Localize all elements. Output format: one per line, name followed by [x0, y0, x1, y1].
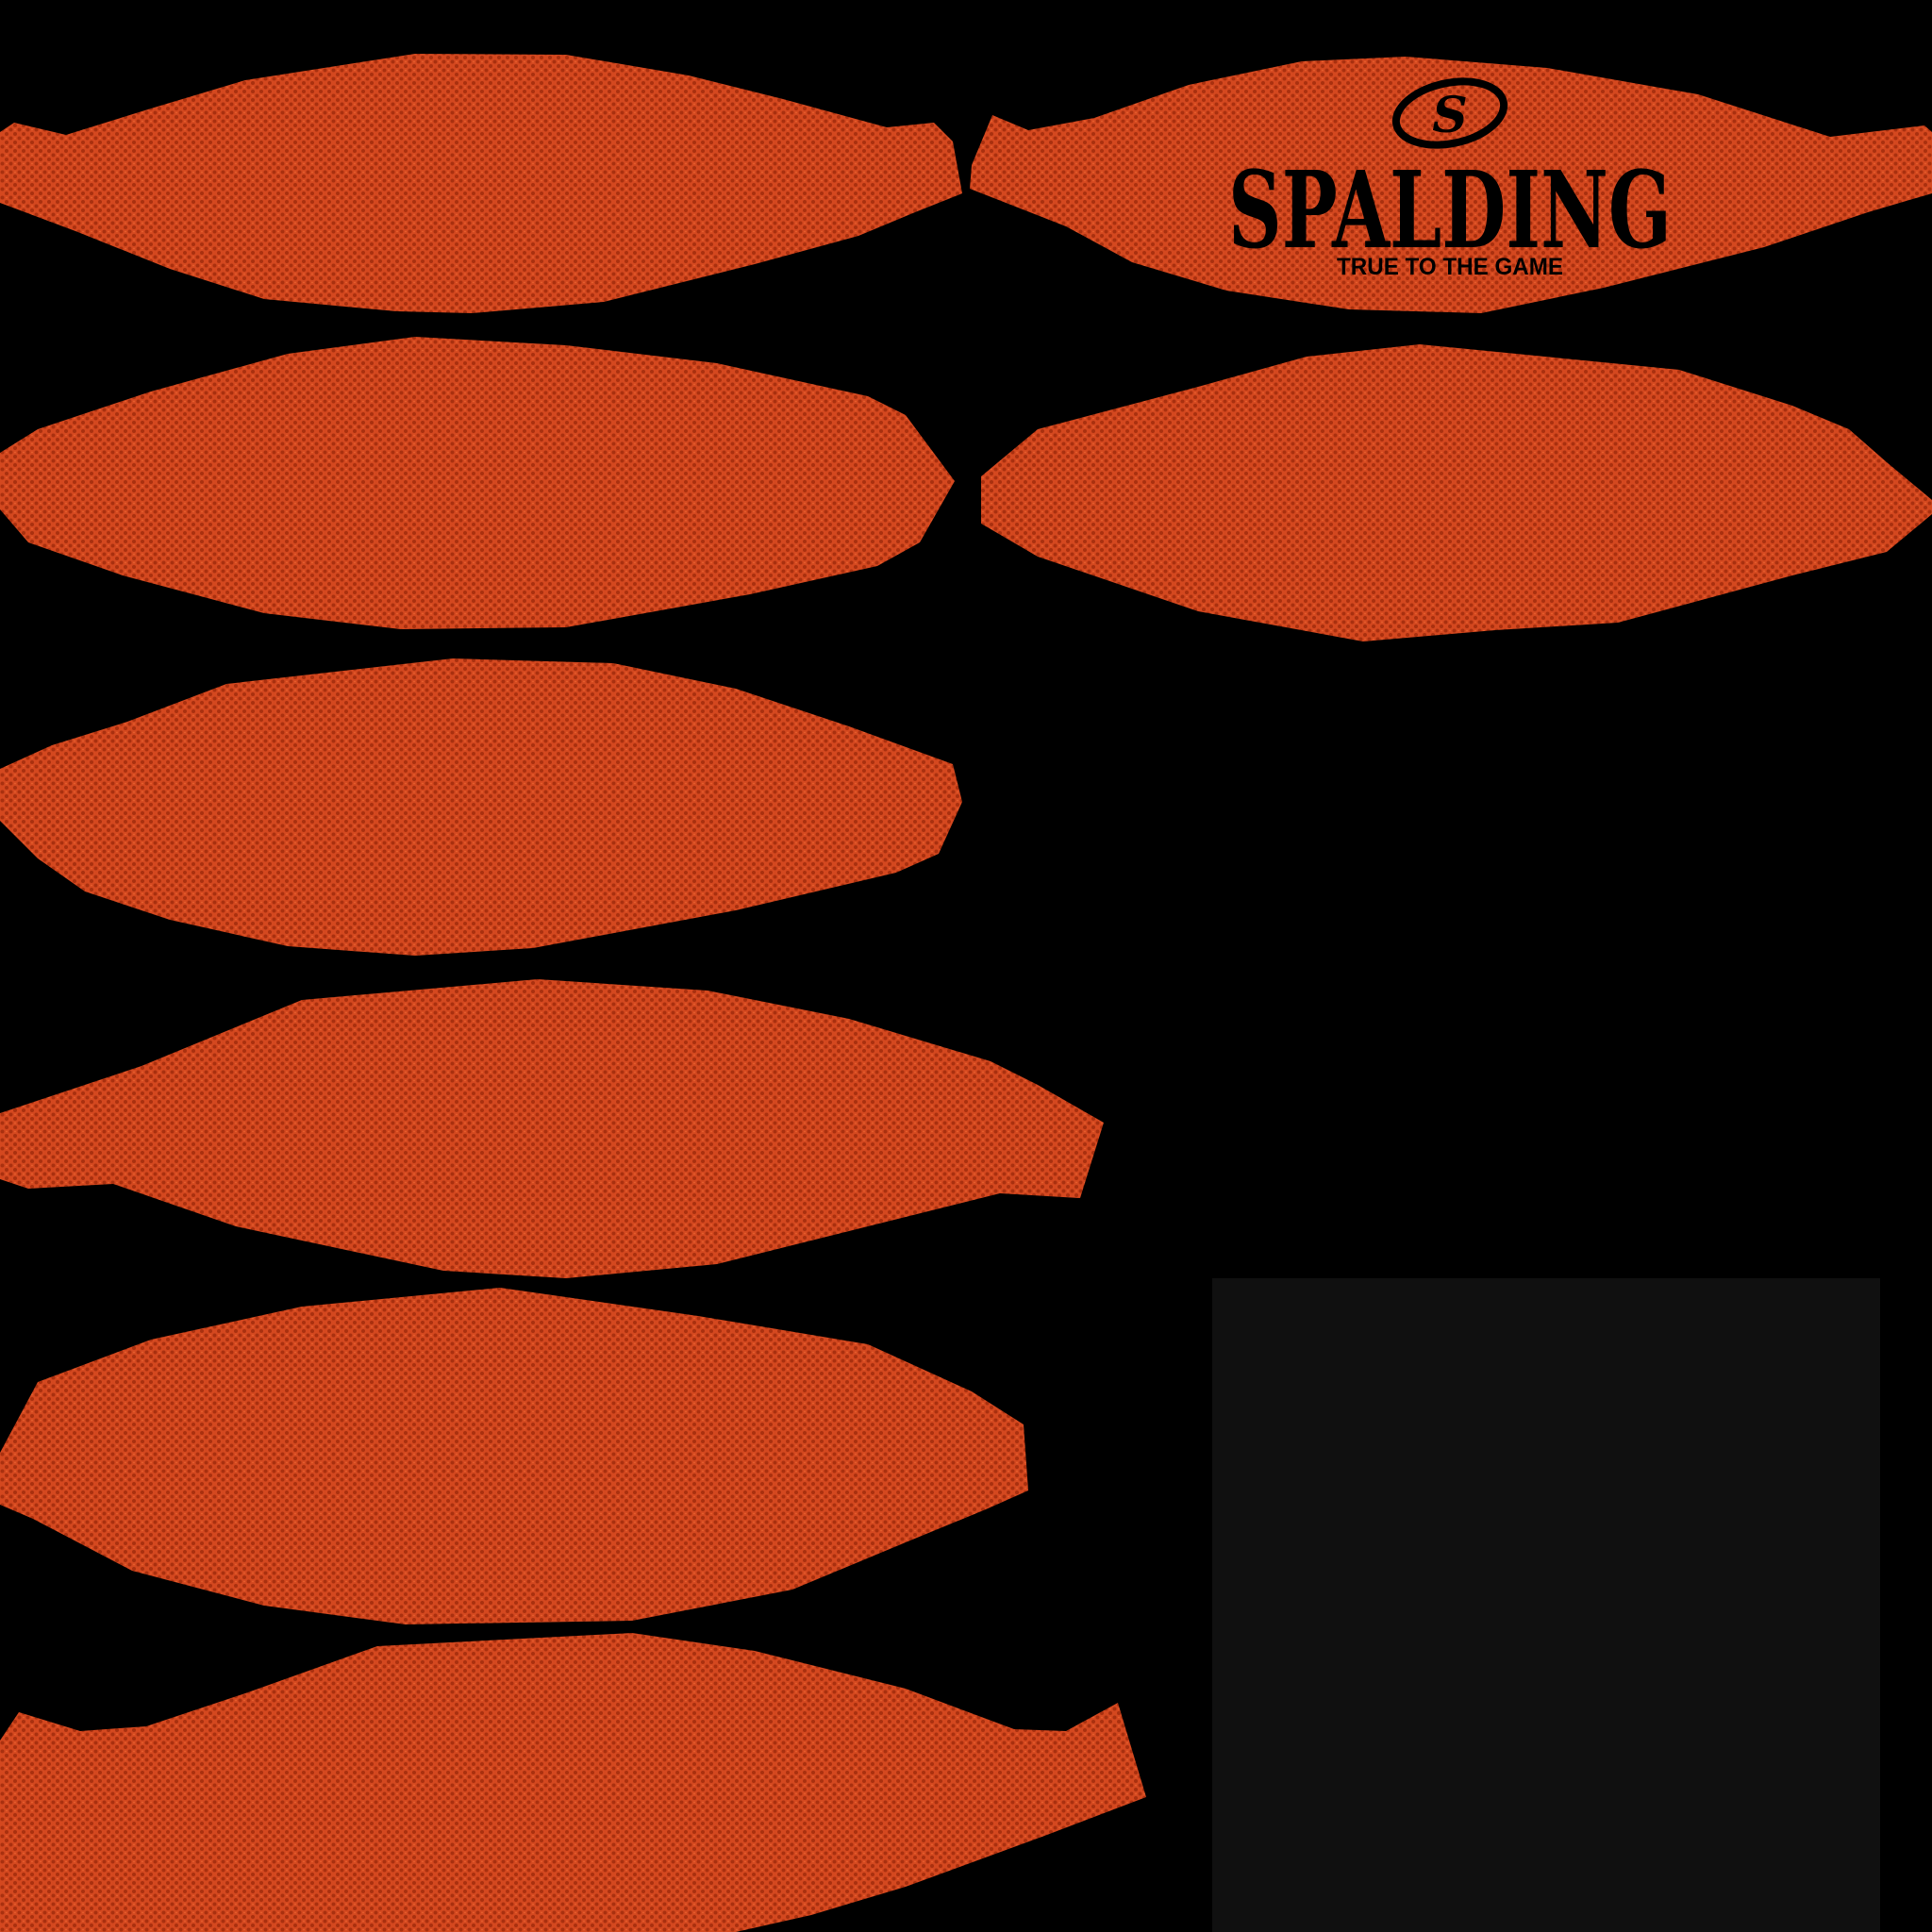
- s-emblem-icon: [1391, 77, 1508, 149]
- leather-panel-7: [0, 979, 1104, 1278]
- leather-panel-9: [0, 1633, 1146, 1932]
- leather-panel-2: [970, 57, 1932, 313]
- leather-panel-1: [0, 54, 962, 313]
- leather-panel-4: [981, 344, 1932, 641]
- leather-panel-8: [0, 1288, 1028, 1624]
- brand-wordmark: SPALDING: [1228, 149, 1672, 273]
- dark-swatch: [1212, 1278, 1880, 1932]
- brand-logo: S SPALDING TRUE TO THE GAME: [1228, 77, 1672, 280]
- brand-tagline: TRUE TO THE GAME: [1337, 254, 1563, 280]
- leather-panel-5: [0, 658, 962, 956]
- leather-panel-3: [0, 337, 955, 629]
- emblem-letter: S: [1432, 87, 1468, 144]
